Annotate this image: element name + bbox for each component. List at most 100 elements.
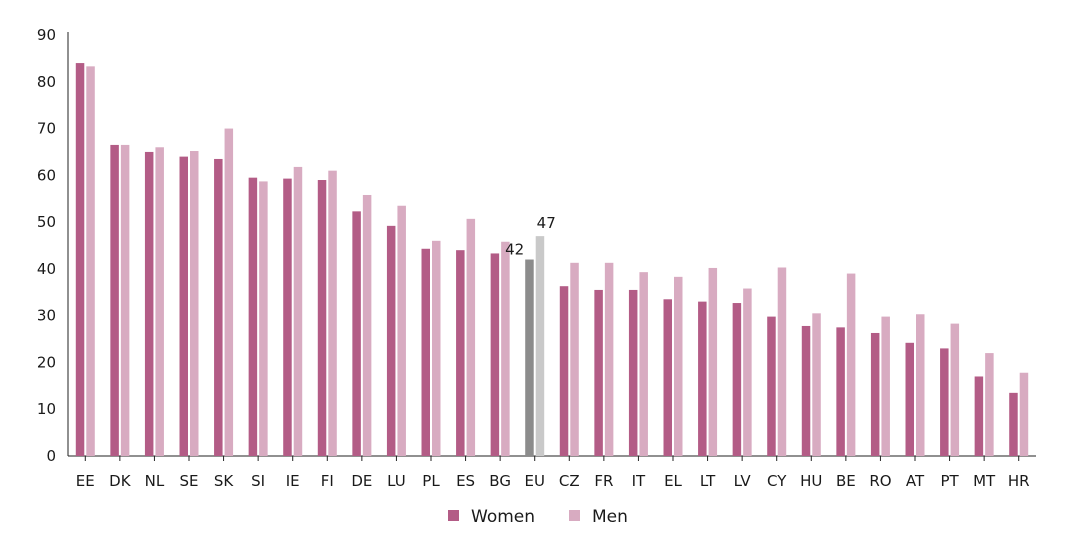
y-tick-label: 50	[37, 213, 56, 231]
y-tick-label: 0	[46, 447, 56, 465]
bar-men-hr	[1019, 372, 1029, 456]
legend-label-men: Men	[592, 507, 628, 527]
x-tick-label: NL	[145, 472, 165, 490]
bar-women-hu	[801, 325, 811, 456]
bar-men-el	[674, 276, 683, 456]
bar-women-pl	[421, 248, 430, 456]
bar-women-it	[628, 289, 638, 456]
bar-women-lt	[698, 301, 707, 456]
x-axis: EE DK NL SE SK SI IE FI DE LU PL ES BG EU CZ FR IT EL LT LV…	[68, 455, 1036, 490]
bar-men-at	[916, 314, 925, 456]
y-tick-label: 40	[37, 260, 56, 278]
bar-women-nl	[144, 151, 154, 456]
y-tick-label: 60	[37, 166, 56, 184]
bar-women-ie	[283, 178, 292, 457]
bar-women-sk	[214, 158, 223, 456]
bar-women-ro	[870, 332, 880, 456]
bar-women-es	[456, 250, 465, 456]
x-tick-label: LV	[734, 472, 752, 490]
bar-women-lu	[386, 225, 396, 456]
bar-women-bg	[490, 253, 500, 456]
legend-swatch-women	[448, 510, 459, 521]
x-tick-label: SI	[251, 472, 265, 490]
x-tick-label: MT	[973, 472, 996, 490]
bar-men-lu	[397, 205, 406, 456]
bar-men-ee	[86, 66, 95, 456]
y-tick-label: 30	[37, 307, 56, 325]
y-axis: 0 10 20 30 40 50 60 70 80 90	[37, 26, 69, 465]
legend: Women Men	[448, 507, 628, 527]
bar-men-sk	[224, 128, 234, 456]
x-tick-label: EE	[76, 472, 95, 490]
bar-men-ro	[881, 316, 890, 456]
bar-men-de	[362, 194, 372, 457]
bar-men-cz	[570, 262, 579, 456]
x-tick-label: RO	[869, 472, 891, 490]
legend-swatch-men	[569, 510, 580, 521]
x-tick-label: DE	[351, 472, 372, 490]
x-tick-label: LT	[700, 472, 716, 490]
y-tick-label: 90	[37, 26, 56, 44]
bar-men-pl	[432, 240, 441, 456]
y-tick-label: 80	[37, 73, 56, 91]
bar-men-ie	[293, 166, 303, 456]
bar-men-nl	[155, 147, 164, 456]
bar-women-ee	[75, 63, 85, 456]
x-tick-label: DK	[109, 472, 132, 490]
bar-men-dk	[120, 144, 130, 456]
bar-women-eu	[525, 259, 534, 456]
bar-women-mt	[974, 376, 984, 456]
bar-women-se	[179, 156, 188, 456]
x-tick-label: IT	[632, 472, 646, 490]
bar-women-cz	[559, 286, 569, 456]
bar-men-fi	[328, 170, 337, 456]
x-tick-label: AT	[906, 472, 925, 490]
bar-men-lt	[708, 267, 718, 456]
bar-women-at	[905, 342, 914, 456]
bar-women-fi	[317, 180, 327, 456]
x-tick-label: LU	[387, 472, 406, 490]
bar-men-fr	[604, 262, 614, 456]
bar-men-se	[190, 151, 199, 456]
x-tick-label: FR	[594, 472, 613, 490]
x-tick-label: PT	[940, 472, 959, 490]
bar-women-dk	[110, 144, 119, 456]
bar-men-cy	[777, 267, 787, 456]
bar-women-hr	[1009, 392, 1018, 456]
y-tick-label: 20	[37, 353, 56, 371]
data-labels: 42 47	[505, 214, 556, 258]
x-tick-label: EL	[664, 472, 682, 490]
bar-women-si	[248, 177, 258, 457]
x-tick-label: SE	[180, 472, 199, 490]
bar-women-fr	[594, 289, 603, 456]
bar-men-si	[259, 181, 268, 456]
x-tick-label: HR	[1008, 472, 1030, 490]
bar-women-el	[663, 299, 672, 456]
y-tick-label: 10	[37, 400, 56, 418]
bar-men-eu	[535, 236, 545, 456]
x-tick-label: BE	[836, 472, 856, 490]
bar-women-lv	[732, 303, 742, 456]
x-tick-label: CY	[767, 472, 787, 490]
bar-women-pt	[940, 348, 949, 456]
bars	[75, 63, 1029, 457]
bar-men-hu	[812, 313, 821, 456]
bar-women-cy	[767, 316, 776, 456]
x-tick-label: BG	[489, 472, 511, 490]
bar-women-de	[352, 211, 361, 456]
x-tick-label: CZ	[559, 472, 580, 490]
x-tick-label: SK	[214, 472, 235, 490]
bar-men-es	[466, 218, 476, 456]
data-label-men-eu: 47	[537, 214, 556, 232]
x-tick-label: FI	[321, 472, 334, 490]
bar-men-be	[846, 273, 856, 456]
x-tick-label: EU	[524, 472, 544, 490]
bar-men-bg	[501, 241, 510, 456]
data-label-women-eu: 42	[505, 241, 524, 259]
x-tick-label: PL	[422, 472, 440, 490]
x-tick-label: IE	[286, 472, 300, 490]
bar-men-lv	[743, 288, 752, 456]
y-tick-label: 70	[37, 120, 56, 138]
bar-men-pt	[950, 323, 960, 456]
